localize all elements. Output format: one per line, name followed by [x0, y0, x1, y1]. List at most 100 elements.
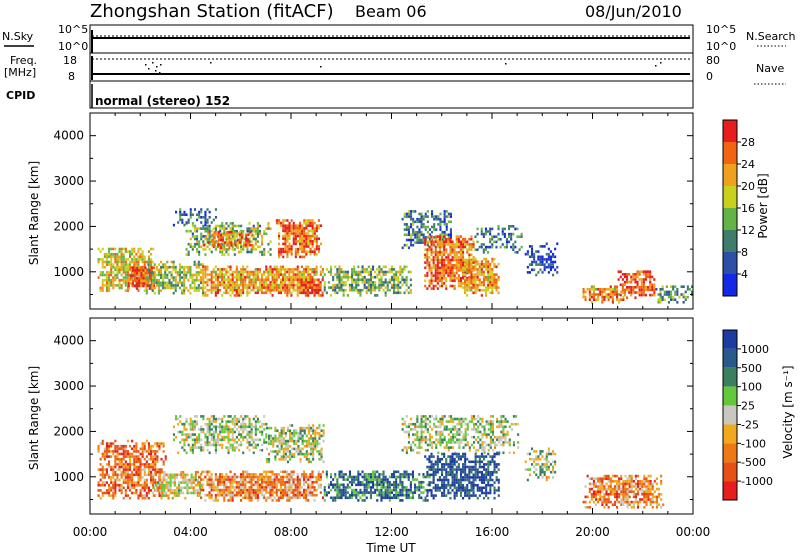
scatter-cell — [470, 235, 473, 238]
scatter-cell — [340, 493, 343, 497]
scatter-cell — [670, 285, 673, 288]
scatter-cell — [466, 270, 469, 274]
scatter-cell — [403, 228, 406, 231]
scatter-cell — [311, 288, 314, 292]
scatter-cell — [112, 442, 115, 445]
scatter-cell — [428, 284, 431, 288]
scatter-cell — [174, 286, 177, 290]
scatter-cell — [451, 258, 454, 262]
scatter-cell — [620, 290, 623, 294]
scatter-cell — [223, 480, 226, 484]
scatter-cell — [105, 470, 108, 474]
scatter-cell — [261, 242, 264, 246]
scatter-cell — [317, 486, 320, 489]
scatter-cell — [416, 238, 419, 242]
cpid-label: CPID — [6, 89, 35, 102]
scatter-cell — [227, 493, 230, 497]
scatter-cell — [607, 288, 610, 291]
scatter-cell — [298, 286, 301, 289]
scatter-cell — [556, 242, 559, 246]
scatter-cell — [295, 432, 298, 435]
scatter-cell — [634, 286, 637, 289]
scatter-cell — [126, 465, 129, 469]
scatter-cell — [246, 441, 249, 444]
scatter-cell — [164, 457, 167, 461]
scatter-cell — [348, 486, 351, 489]
scatter-cell — [208, 242, 211, 246]
scatter-cell — [135, 457, 138, 461]
scatter-cell — [251, 233, 254, 237]
scatter-cell — [208, 227, 211, 230]
scatter-cell — [294, 273, 297, 276]
scatter-cell — [108, 255, 111, 259]
scatter-cell — [273, 278, 276, 282]
scatter-cell — [457, 274, 460, 277]
scatter-cell — [195, 273, 198, 277]
scatter-cell — [276, 450, 279, 453]
scatter-cell — [135, 273, 138, 277]
scatter-cell — [340, 473, 343, 476]
scatter-cell — [426, 271, 429, 275]
scatter-cell — [149, 284, 152, 287]
scatter-cell — [309, 486, 312, 489]
scatter-cell — [225, 425, 228, 429]
scatter-cell — [306, 294, 309, 297]
scatter-cell — [157, 289, 160, 292]
scatter-cell — [118, 457, 121, 461]
scatter-cell — [194, 478, 197, 482]
scatter-cell — [346, 486, 349, 489]
scatter-cell — [147, 268, 150, 272]
scatter-cell — [294, 491, 297, 494]
scatter-cell — [129, 266, 132, 270]
scatter-cell — [229, 496, 232, 500]
scatter-cell — [642, 283, 645, 286]
scatter-cell — [290, 283, 293, 287]
scatter-cell — [363, 270, 366, 274]
scatter-cell — [376, 275, 379, 279]
scatter-cell — [443, 212, 446, 216]
scatter-cell — [99, 468, 102, 471]
scatter-cell — [108, 263, 111, 266]
scatter-cell — [191, 422, 194, 426]
scatter-cell — [118, 260, 121, 264]
scatter-cell — [342, 473, 345, 476]
scatter-cell — [120, 486, 123, 490]
scatter-cell — [219, 281, 222, 284]
scatter-cell — [489, 245, 492, 249]
scatter-cell — [361, 278, 364, 282]
scatter-cell — [202, 286, 205, 290]
scatter-cell — [489, 232, 492, 236]
scatter-cell — [219, 422, 222, 426]
scatter-cell — [307, 478, 310, 481]
scatter-cell — [116, 444, 119, 448]
scatter-cell — [231, 486, 234, 489]
scatter-cell — [325, 473, 328, 476]
scatter-cell — [520, 235, 523, 238]
scatter-cell — [208, 493, 211, 497]
scatter-cell — [252, 281, 255, 284]
scatter-cell — [482, 265, 485, 269]
scatter-cell — [206, 268, 209, 271]
scatter-cell — [508, 235, 511, 238]
scatter-cell — [221, 425, 224, 429]
scatter-cell — [317, 219, 320, 222]
scatter-cell — [212, 270, 215, 274]
scatter-cell — [439, 217, 442, 221]
scatter-cell — [168, 265, 171, 269]
scatter-cell — [412, 233, 415, 237]
scatter-cell — [451, 284, 454, 288]
scatter-cell — [278, 237, 281, 240]
scatter-cell — [216, 493, 219, 497]
scatter-cell — [271, 283, 274, 287]
scatter-cell — [137, 496, 140, 500]
scatter-cell — [317, 475, 320, 479]
scatter-cell — [455, 256, 458, 259]
scatter-cell — [616, 290, 619, 294]
scatter-cell — [112, 281, 115, 285]
scatter-cell — [305, 480, 308, 484]
scatter-cell — [293, 447, 296, 451]
scatter-cell — [231, 491, 234, 494]
scatter-cell — [298, 270, 301, 274]
scatter-cell — [108, 444, 111, 448]
scatter-cell — [468, 286, 471, 289]
